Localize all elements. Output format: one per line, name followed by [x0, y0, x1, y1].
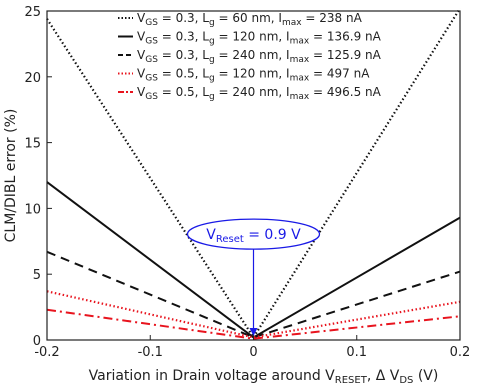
x-tick-label: -0.2 — [34, 345, 59, 360]
y-axis-title: CLM/DIBL error (%) — [3, 109, 19, 243]
annotation-arrowhead — [249, 328, 258, 337]
x-axis: -0.2 -0.1 0 0.1 0.2 — [34, 335, 470, 360]
y-tick-label: 5 — [33, 268, 41, 283]
x-tick-label: 0.1 — [346, 345, 367, 360]
y-axis: 0 5 10 15 20 25 — [24, 5, 52, 349]
x-tick-label: 0.2 — [450, 345, 471, 360]
x-tick-label: -0.1 — [138, 345, 163, 360]
legend-label: VGS = 0.5, Lg = 240 nm, Imax = 496.5 nA — [137, 85, 382, 102]
legend-label: VGS = 0.3, Lg = 60 nm, Imax = 238 nA — [137, 11, 363, 28]
y-tick-label: 0 — [33, 334, 41, 349]
y-tick-label: 15 — [24, 137, 41, 152]
legend-label: VGS = 0.5, Lg = 120 nm, Imax = 497 nA — [137, 67, 370, 84]
series-line-5 — [46, 308, 461, 340]
legend-label: VGS = 0.3, Lg = 120 nm, Imax = 136.9 nA — [137, 30, 382, 47]
series-line-3 — [46, 250, 461, 339]
legend-label: VGS = 0.3, Lg = 240 nm, Imax = 125.9 nA — [137, 48, 382, 65]
legend: VGS = 0.3, Lg = 60 nm, Imax = 238 nA VGS … — [118, 11, 382, 102]
annotation: VReset = 0.9 V — [186, 218, 321, 337]
y-tick-label: 25 — [24, 5, 41, 20]
y-tick-label: 20 — [24, 71, 41, 86]
x-tick-label: 0 — [249, 345, 257, 360]
annotation-label: VReset = 0.9 V — [206, 227, 301, 245]
x-axis-title: Variation in Drain voltage around VRESET… — [89, 368, 439, 386]
y-tick-label: 10 — [24, 202, 41, 217]
